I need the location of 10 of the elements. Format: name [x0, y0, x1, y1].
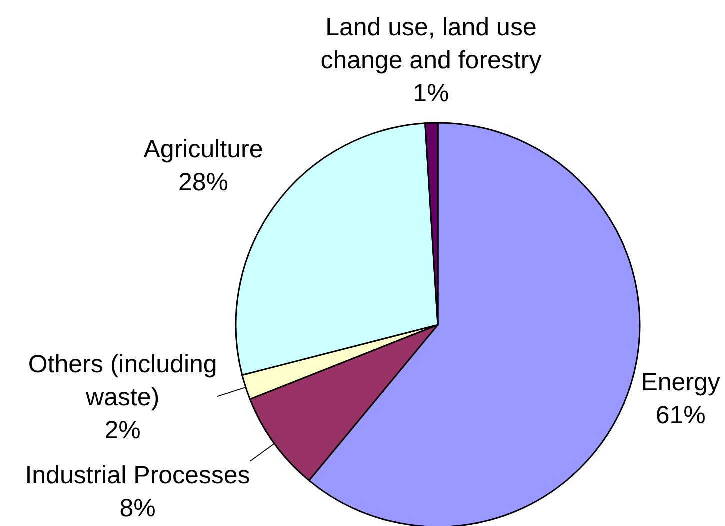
data-label: 28% — [178, 168, 229, 197]
slice-label: Others (including waste) — [28, 350, 218, 412]
slice-label: Land use, land use change and forestry — [320, 14, 542, 75]
slice-label: Agriculture — [144, 136, 264, 164]
data-label: 61% — [656, 402, 706, 430]
data-label: 2% — [104, 416, 141, 445]
data-label: 1% — [413, 80, 450, 108]
data-label: 8% — [120, 494, 156, 522]
slice-label: Energy — [641, 368, 721, 397]
slice-label: Industrial Processes — [25, 461, 250, 490]
